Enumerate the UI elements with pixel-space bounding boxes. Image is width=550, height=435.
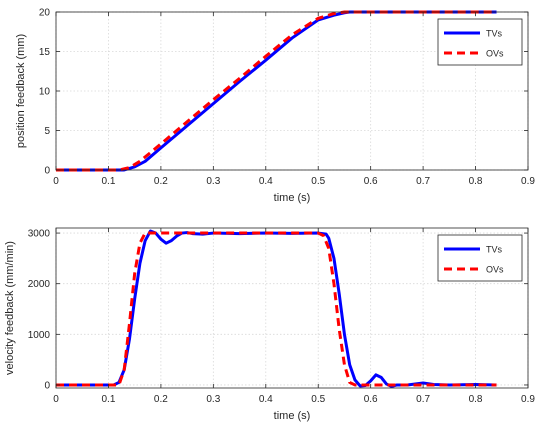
chart2-series-ovs-line	[56, 231, 497, 387]
chart2-legend-label-ovs: OVs	[486, 265, 504, 275]
chart1-legend-label-tvs: TVs	[486, 29, 503, 39]
chart1-xtick-label-6: 0.6	[364, 176, 378, 187]
chart1-xtick-label-4: 0.4	[259, 176, 273, 187]
chart2-ytick-label-0: 0	[44, 380, 50, 391]
chart2-xtick-label-6: 0.6	[364, 394, 378, 405]
chart1-xtick-label-3: 0.3	[206, 176, 220, 187]
chart1-xtick-label-1: 0.1	[101, 176, 115, 187]
chart2-ytick-label-1: 1000	[28, 330, 51, 341]
chart2-xtick-label-8: 0.8	[469, 394, 483, 405]
chart1: 0 0.1 0.2 0.3 0.4 0.5 0.6 0.7 0.8 0.9 0 5 10 15 20 time…	[15, 8, 535, 205]
chart2-legend-box	[437, 234, 523, 282]
chart2-xtick-label-0: 0	[53, 394, 59, 405]
chart2-xtick-label-7: 0.7	[416, 394, 430, 405]
chart2-xtick-label-2: 0.2	[154, 394, 168, 405]
chart2-xtick-label-5: 0.5	[311, 394, 325, 405]
chart2-axes-box	[55, 227, 529, 389]
chart1-xtick-label-9: 0.9	[521, 176, 535, 187]
chart1-xtick-label-2: 0.2	[154, 176, 168, 187]
chart1-legend: TVs OVs	[437, 18, 523, 66]
chart2-legend-label-tvs: TVs	[486, 245, 503, 255]
chart2-xtick-label-4: 0.4	[259, 394, 273, 405]
chart2-xtick-label-3: 0.3	[206, 394, 220, 405]
chart1-ytick-label-2: 10	[39, 87, 51, 98]
chart1-xtick-label-8: 0.8	[469, 176, 483, 187]
chart2-ytick-label-3: 3000	[28, 229, 51, 240]
chart2-legend: TVs OVs	[437, 234, 523, 282]
chart1-ytick-label-1: 5	[44, 126, 50, 137]
chart1-ytick-label-0: 0	[44, 166, 50, 177]
chart1-legend-label-ovs: OVs	[486, 49, 504, 59]
chart2-xlabel: time (s)	[274, 410, 311, 422]
chart1-xlabel: time (s)	[274, 192, 311, 204]
chart2-ytick-label-2: 2000	[28, 279, 51, 290]
chart1-ylabel: position feedback (mm)	[15, 34, 27, 148]
chart1-ytick-label-3: 15	[39, 47, 51, 58]
chart1-legend-box	[437, 18, 523, 66]
chart2-xtick-label-1: 0.1	[101, 394, 115, 405]
chart2-xtick-label-9: 0.9	[521, 394, 535, 405]
chart1-ytick-label-4: 20	[39, 8, 51, 19]
chart1-xtick-label-0: 0	[53, 176, 59, 187]
chart2: 0 0.1 0.2 0.3 0.4 0.5 0.6 0.7 0.8 0.9 0 1000 2000 300…	[4, 227, 535, 422]
chart2-ylabel: velocity feedback (mm/min)	[4, 241, 16, 375]
chart1-xtick-label-7: 0.7	[416, 176, 430, 187]
chart1-xtick-label-5: 0.5	[311, 176, 325, 187]
